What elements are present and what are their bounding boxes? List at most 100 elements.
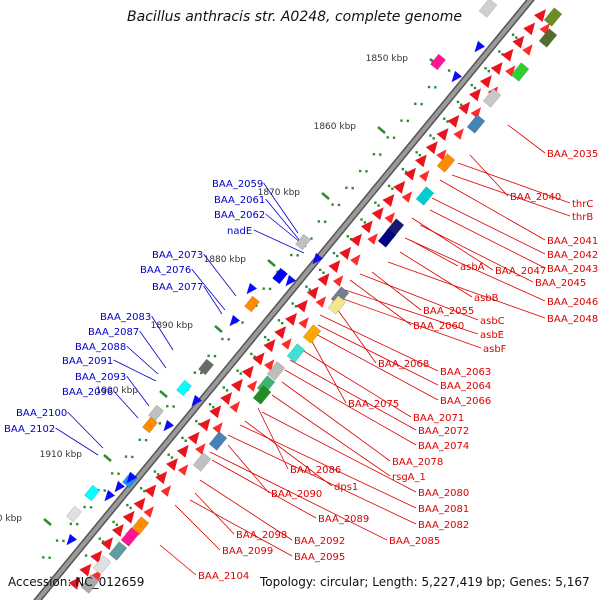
leader-line <box>284 369 417 446</box>
gene-label-right: BAA_2104 <box>198 571 249 582</box>
guide-dot <box>181 436 184 440</box>
red-gene-arrow <box>367 233 378 245</box>
red-gene-arrow <box>384 212 395 224</box>
gene-label-right: BAA_2045 <box>535 278 586 289</box>
red-gene-arrow <box>198 418 211 432</box>
leader-line <box>309 337 347 404</box>
gene-label-right: BAA_2090 <box>271 489 322 500</box>
gene-block <box>482 88 502 108</box>
red-gene-arrow <box>176 444 189 458</box>
gene-label-right: BAA_2066 <box>440 396 491 407</box>
gene-label-right: BAA_2055 <box>423 306 474 317</box>
guide-dot <box>379 153 382 156</box>
guide-dot <box>112 520 115 524</box>
guide-dot <box>291 302 294 305</box>
red-gene-arrow <box>209 405 222 419</box>
guide-dot <box>406 119 410 123</box>
guide-dot <box>48 556 51 559</box>
leader-line <box>469 154 509 197</box>
blue-gene-arrow <box>246 282 257 295</box>
red-gene-arrow <box>512 35 525 49</box>
guide-dot <box>429 134 432 137</box>
kbp-label: 1890 kbp <box>151 321 194 331</box>
red-gene-arrow <box>315 296 327 308</box>
guide-dot <box>443 117 446 120</box>
gene-label-right: BAA_2080 <box>418 488 469 499</box>
gene-label-right: BAA_2086 <box>290 465 341 476</box>
red-gene-arrow <box>274 326 287 339</box>
leader-line <box>209 451 388 541</box>
guide-dot <box>386 136 389 139</box>
red-gene-arrow <box>436 128 449 141</box>
guide-dot <box>392 136 396 139</box>
gene-label-right: BAA_2063 <box>440 367 491 378</box>
gene-label-left: BAA_2091 <box>62 356 113 367</box>
gene-label-right: BAA_2042 <box>547 250 598 261</box>
gene-block-left <box>176 379 192 397</box>
blue-gene-arrow <box>229 314 240 327</box>
red-gene-arrow <box>382 194 395 207</box>
red-gene-arrow <box>298 317 309 329</box>
gene-block <box>120 527 140 547</box>
red-gene-arrow <box>252 352 265 366</box>
red-gene-arrow <box>229 401 240 413</box>
guide-dot <box>515 36 518 39</box>
guide-dot <box>110 472 114 475</box>
map-title: Bacillus anthracis str. A0248, complete … <box>127 9 462 25</box>
gene-label-left: BAA_2073 <box>152 250 203 261</box>
guide-dot <box>420 102 423 106</box>
gene-label-right: thrB <box>572 212 593 223</box>
blue-gene-arrow <box>66 533 77 546</box>
blue-gene-arrow <box>114 480 125 493</box>
gene-label-left: BAA_2096 <box>62 387 113 398</box>
gene-label-right: BAA_2041 <box>547 236 598 247</box>
leader-line <box>349 279 412 326</box>
gene-label-right: rsgA_1 <box>392 472 426 483</box>
gene-label-left: BAA_2077 <box>152 282 203 293</box>
guide-dot <box>69 522 73 526</box>
red-gene-arrow <box>505 65 516 77</box>
guide-dot <box>195 419 198 423</box>
red-gene-arrow <box>68 576 81 590</box>
leader-line <box>451 174 571 217</box>
guide-dot <box>323 220 327 223</box>
guide-dot <box>511 33 515 36</box>
red-gene-arrow <box>339 246 352 260</box>
gene-block <box>327 295 347 315</box>
guide-dot <box>332 251 336 255</box>
guide-dot <box>62 539 65 543</box>
guide-dot <box>432 137 435 140</box>
gene-block-left <box>295 233 311 251</box>
red-gene-arrow <box>306 286 319 300</box>
guide-dot <box>351 186 354 190</box>
gene-label-right: BAA_2082 <box>418 520 469 531</box>
red-gene-arrow <box>419 170 430 182</box>
gene-label-right: BAA_2098 <box>236 530 287 541</box>
red-gene-arrow <box>212 422 223 434</box>
gene-label-right: BAA_2068 <box>378 359 429 370</box>
red-gene-arrow <box>415 154 427 168</box>
guide-dot <box>294 305 298 308</box>
guide-dot <box>236 369 239 372</box>
guide-dot <box>414 102 417 106</box>
gene-label-right: BAA_2099 <box>222 546 273 557</box>
gene-label-right: asbF <box>483 344 507 355</box>
leader-line <box>227 444 270 494</box>
kbp-label: 1910 kbp <box>40 450 83 460</box>
gene-label-left: BAA_2059 <box>212 179 263 190</box>
gene-label-left: BAA_2100 <box>16 408 67 419</box>
guide-dot <box>322 271 325 274</box>
guide-dot <box>345 186 348 190</box>
gene-label-right: BAA_2075 <box>348 399 399 410</box>
gene-label-left: BAA_2062 <box>214 210 265 221</box>
guide-dot <box>117 472 120 475</box>
guide-dot <box>377 204 380 207</box>
gene-block-left <box>148 404 164 422</box>
red-gene-arrow <box>144 484 157 498</box>
red-gene-arrow <box>160 485 172 497</box>
guide-dot <box>308 288 311 291</box>
leader-line <box>203 253 237 297</box>
leader-line <box>244 420 333 487</box>
kbp-tick <box>159 390 168 398</box>
